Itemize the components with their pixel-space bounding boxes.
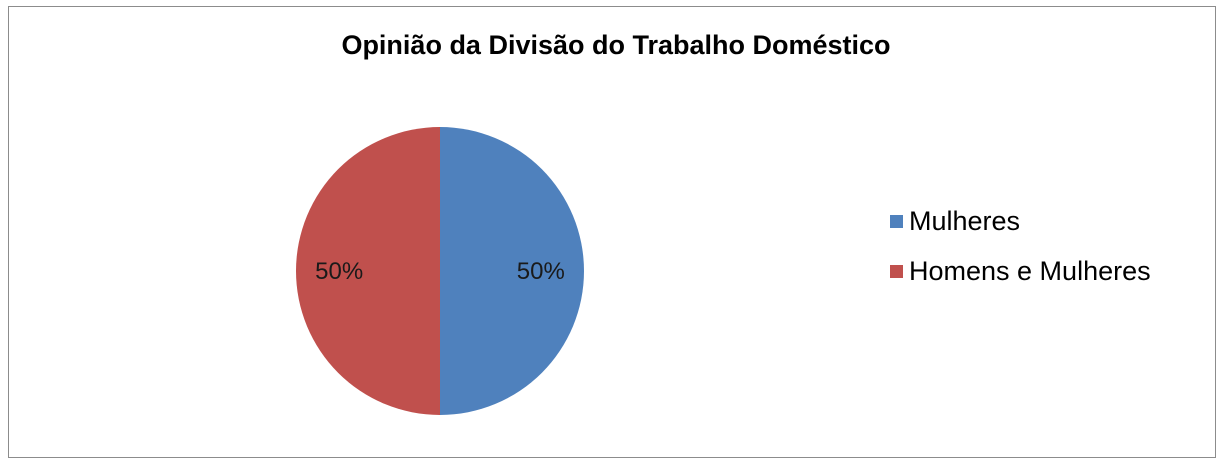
- slice-label-mulheres: 50%: [517, 258, 565, 285]
- chart-title: Opinião da Divisão do Trabalho Doméstico: [341, 30, 891, 60]
- legend-item-homens-e-mulheres: Homens e Mulheres: [890, 255, 1151, 287]
- legend-item-mulheres: Mulheres: [890, 205, 1151, 237]
- pie-slice-mulheres: [440, 127, 584, 415]
- legend: Mulheres Homens e Mulheres: [890, 205, 1151, 305]
- legend-swatch-mulheres: [890, 214, 903, 228]
- chart-frame: [8, 6, 1216, 458]
- legend-label-mulheres: Mulheres: [909, 205, 1021, 236]
- legend-swatch-homens-e-mulheres: [890, 264, 903, 278]
- pie-slice-homens-e-mulheres: [296, 127, 440, 415]
- slice-label-homens-e-mulheres: 50%: [315, 258, 363, 285]
- legend-label-homens-e-mulheres: Homens e Mulheres: [909, 255, 1151, 286]
